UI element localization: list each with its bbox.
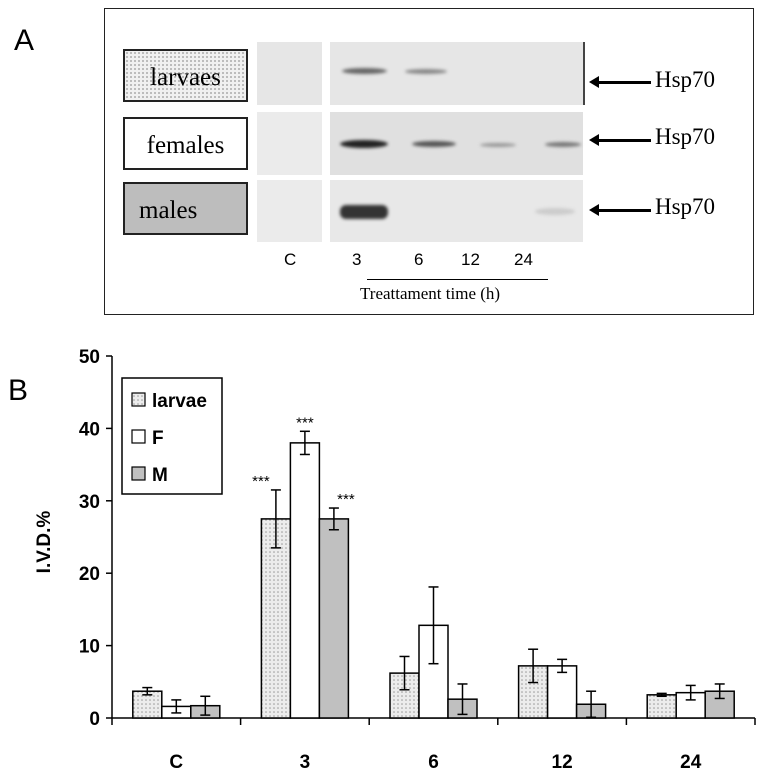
row-label-larvae: larvaes [123,49,248,102]
legend-label: F [152,428,164,449]
y-axis-label: I.V.D.% [34,511,55,574]
bar-M [318,518,350,719]
x-tick-label: C [169,752,183,769]
blot-control-larvae [257,42,322,105]
lane-label: C [284,250,297,269]
bar-M [704,690,735,719]
y-tick-label: 0 [89,709,100,730]
arrow-left-icon [589,76,651,88]
significance-label: *** [296,414,314,431]
time-bracket-line [367,279,548,280]
x-tick-label: 3 [300,752,311,769]
lane-label: 6 [414,250,424,269]
significance-label: *** [252,473,270,490]
time-axis-label: Treattament time (h) [360,284,501,303]
x-tick-label: 12 [552,752,573,769]
marker-label: Hsp70 [655,194,716,219]
panel-a-letter: A [14,24,35,57]
legend-label: larvae [152,391,207,412]
blot-control-males [257,180,322,242]
legend-swatch [131,392,146,407]
y-tick-label: 30 [79,492,100,513]
blot-males [330,180,583,242]
lane-label: 24 [514,250,533,269]
bar-larvae [260,518,292,719]
marker-label: Hsp70 [655,67,716,92]
marker-label: Hsp70 [655,124,716,149]
row-label-males: males [123,182,248,235]
bar-chart: 0 10 20 30 40 50 C 3 *** *** *** 6 12 24 I.V.D.% larvae… [34,347,756,769]
lane-label: 3 [352,250,362,269]
y-tick-label: 50 [79,347,100,368]
arrow-left-icon [589,134,651,146]
legend-swatch [131,429,146,444]
bar-F [289,442,321,719]
legend-label: M [152,465,168,486]
y-tick-label: 40 [79,419,100,440]
row-label-females: females [123,117,248,170]
y-tick-label: 10 [79,637,100,658]
legend-swatch [131,466,146,481]
bar-F [546,665,578,719]
bar-larvae [646,694,677,719]
bar-larvae [132,690,163,719]
significance-label: *** [337,491,355,508]
panel-b-letter: B [8,374,29,407]
arrow-left-icon [589,204,651,216]
blot-larvae [330,42,585,105]
y-tick-label: 20 [79,564,100,585]
x-tick-label: 6 [428,752,439,769]
blot-females [330,112,583,175]
lane-label: 12 [461,250,480,269]
x-tick-label: 24 [680,752,702,769]
blot-control-females [257,112,322,175]
blot-panel-frame [104,8,754,315]
